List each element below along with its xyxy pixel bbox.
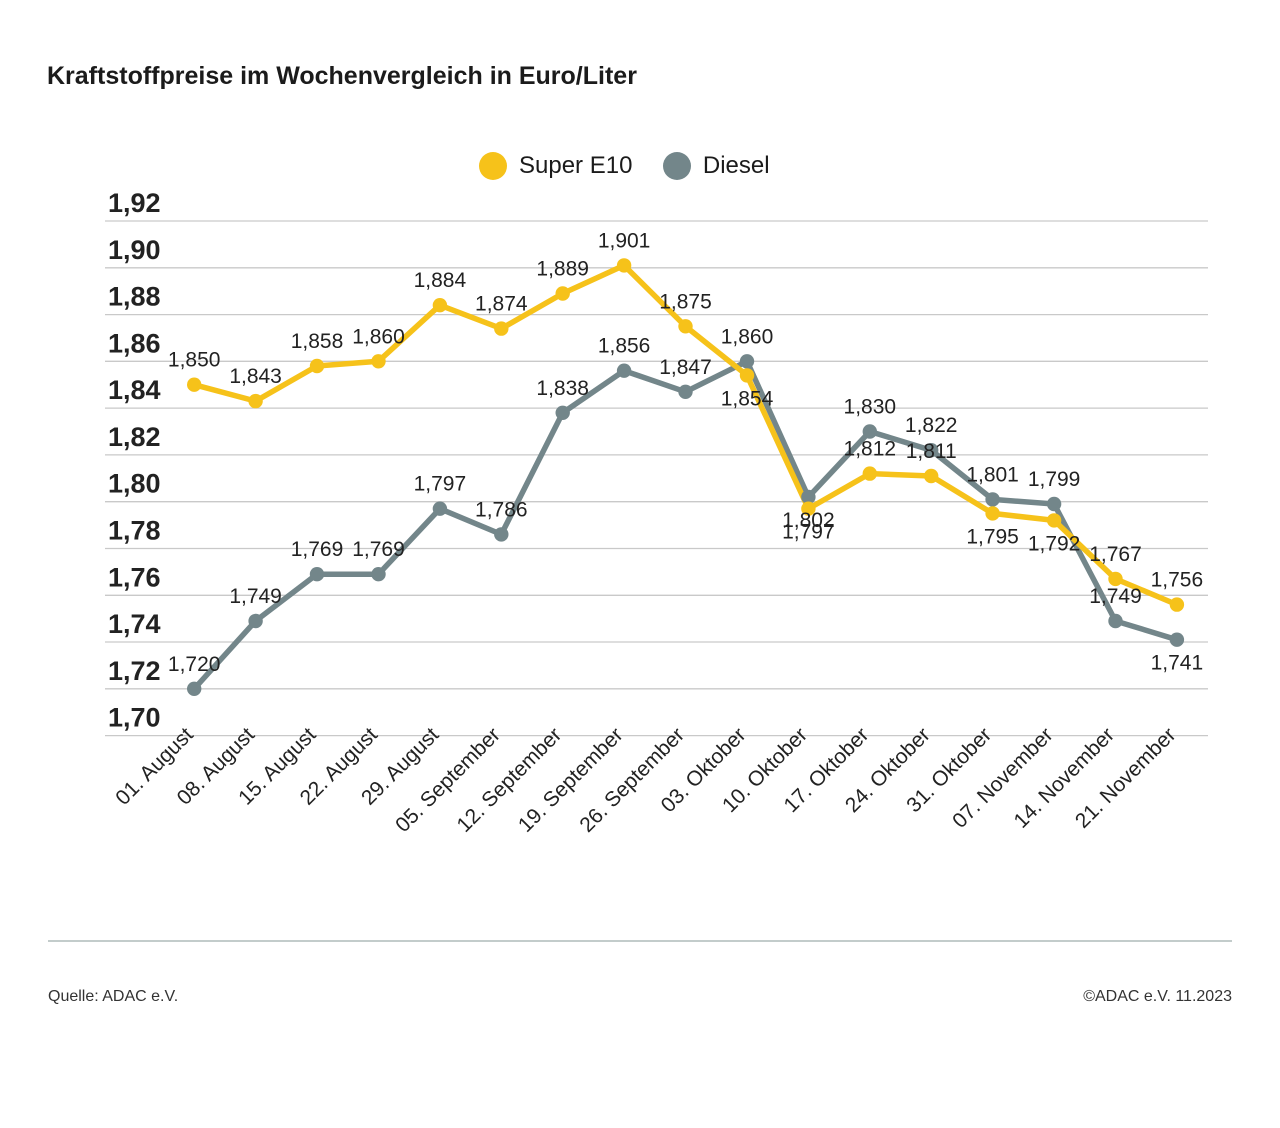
svg-text:1,88: 1,88 (108, 282, 161, 312)
svg-text:19. September: 19. September (514, 723, 628, 837)
svg-text:1,856: 1,856 (598, 335, 651, 358)
svg-text:1,82: 1,82 (108, 422, 161, 452)
svg-text:1,756: 1,756 (1151, 569, 1204, 592)
svg-text:1,858: 1,858 (291, 330, 344, 353)
svg-text:05. September: 05. September (391, 723, 505, 837)
svg-text:1,901: 1,901 (598, 229, 651, 252)
svg-text:1,749: 1,749 (229, 585, 282, 608)
svg-text:1,811: 1,811 (906, 440, 957, 463)
svg-text:1,86: 1,86 (108, 328, 161, 358)
svg-text:1,799: 1,799 (1028, 468, 1081, 491)
svg-text:1,720: 1,720 (168, 653, 221, 676)
svg-text:1,860: 1,860 (352, 325, 405, 348)
svg-text:1,847: 1,847 (659, 356, 712, 379)
svg-text:1,70: 1,70 (108, 703, 161, 733)
svg-text:1,822: 1,822 (905, 414, 958, 437)
svg-text:1,786: 1,786 (475, 498, 528, 521)
svg-text:1,884: 1,884 (414, 269, 467, 292)
svg-text:1,850: 1,850 (168, 349, 221, 372)
svg-text:1,854: 1,854 (721, 387, 774, 410)
svg-text:1,889: 1,889 (536, 258, 589, 281)
svg-text:1,92: 1,92 (108, 188, 161, 218)
svg-text:1,90: 1,90 (108, 235, 161, 265)
svg-text:1,860: 1,860 (721, 325, 774, 348)
svg-text:1,838: 1,838 (536, 377, 589, 400)
svg-text:1,78: 1,78 (108, 516, 161, 546)
svg-text:1,812: 1,812 (844, 438, 897, 461)
svg-text:1,797: 1,797 (414, 473, 467, 496)
svg-text:1,767: 1,767 (1089, 543, 1142, 566)
svg-text:1,874: 1,874 (475, 293, 528, 316)
svg-text:1,741: 1,741 (1151, 652, 1204, 675)
svg-text:1,74: 1,74 (108, 609, 161, 639)
svg-text:1,76: 1,76 (108, 562, 161, 592)
svg-text:1,749: 1,749 (1089, 585, 1142, 608)
svg-text:1,84: 1,84 (108, 375, 161, 405)
svg-text:1,80: 1,80 (108, 469, 161, 499)
svg-text:1,72: 1,72 (108, 656, 161, 686)
svg-text:1,843: 1,843 (229, 365, 282, 388)
svg-text:26. September: 26. September (575, 723, 689, 837)
svg-text:1,830: 1,830 (844, 396, 897, 419)
svg-text:1,795: 1,795 (966, 525, 1019, 548)
svg-text:1,769: 1,769 (291, 538, 344, 561)
svg-text:1,792: 1,792 (1028, 532, 1081, 555)
svg-text:1,801: 1,801 (966, 463, 1019, 486)
svg-text:1,875: 1,875 (659, 290, 712, 313)
svg-text:1,802: 1,802 (782, 509, 835, 532)
svg-text:1,769: 1,769 (352, 538, 405, 561)
svg-text:12. September: 12. September (453, 723, 567, 837)
